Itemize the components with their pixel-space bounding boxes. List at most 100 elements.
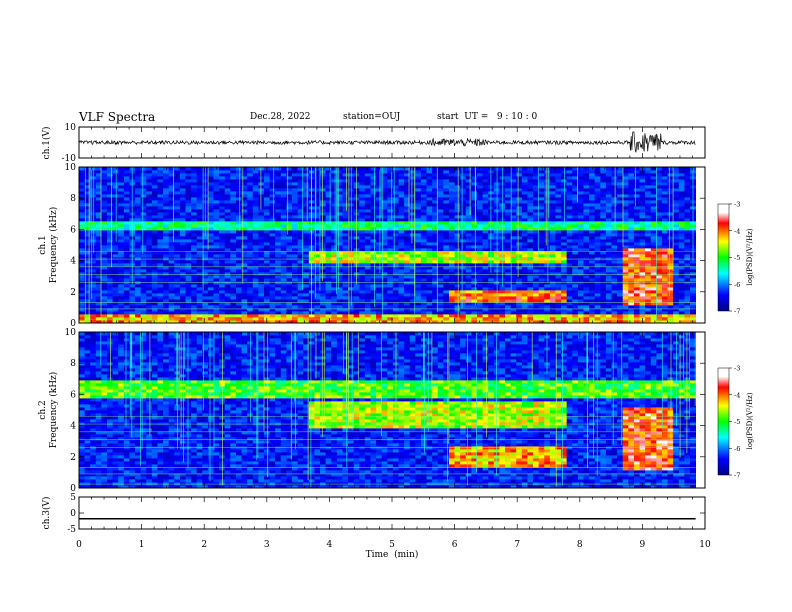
- spectrogram-cell: [185, 269, 192, 273]
- spectrogram-cell: [224, 176, 231, 180]
- spectrogram-cell: [336, 209, 343, 213]
- spectrogram-cell: [263, 191, 270, 195]
- spectrogram-cell: [325, 203, 332, 207]
- spectrogram-cell: [387, 209, 394, 213]
- spectrogram-cell: [157, 221, 164, 225]
- spectrogram-cell: [202, 269, 209, 273]
- spectrogram-cell: [555, 245, 562, 249]
- spectrogram-cell: [157, 194, 164, 198]
- spectrogram-cell: [101, 191, 108, 195]
- spectrogram-cell: [409, 218, 416, 222]
- spectrogram-cell: [174, 236, 181, 240]
- spectrogram-cell: [219, 242, 226, 246]
- spectrogram-cell: [219, 278, 226, 282]
- spectrogram-cell: [476, 314, 483, 318]
- spectrogram-cell: [331, 272, 338, 276]
- spectrogram-cell: [605, 176, 612, 180]
- spectrogram-cell: [589, 254, 596, 258]
- spectrogram-cell: [589, 317, 596, 321]
- spectrogram-cell: [577, 278, 584, 282]
- spectrogram-cell: [292, 308, 299, 312]
- spectrogram-cell: [561, 167, 568, 171]
- spectrogram-cell: [465, 296, 472, 300]
- spectrogram-cell: [600, 284, 607, 288]
- spectrogram-cell: [280, 293, 287, 297]
- spectrogram-cell: [454, 236, 461, 240]
- spectrogram-cell: [572, 200, 579, 204]
- spectrogram-cell: [521, 173, 528, 177]
- spectrogram-cell: [185, 170, 192, 174]
- spectrogram-cell: [392, 272, 399, 276]
- spectrogram-cell: [420, 191, 427, 195]
- spectrogram-cell: [263, 206, 270, 210]
- spectrogram-cell: [101, 314, 108, 318]
- spectrogram-cell: [476, 242, 483, 246]
- spectrogram-cell: [443, 317, 450, 321]
- spectrogram-cell: [549, 179, 556, 183]
- spectrogram-cell: [79, 224, 86, 228]
- spectrogram-cell: [280, 254, 287, 258]
- spectrogram-cell: [342, 230, 349, 234]
- spectrogram-cell: [146, 242, 153, 246]
- spectrogram-cell: [370, 182, 377, 186]
- spectrogram-cell: [533, 233, 540, 237]
- spectrogram-cell: [90, 188, 97, 192]
- spectrogram-cell: [605, 242, 612, 246]
- spectrogram-cell: [415, 266, 422, 270]
- spectrogram-cell: [555, 182, 562, 186]
- spectrogram-cell: [392, 194, 399, 198]
- spectrogram-cell: [140, 302, 147, 306]
- spectrogram-cell: [297, 320, 304, 324]
- spectrogram-cell: [398, 209, 405, 213]
- spectrogram-cell: [555, 275, 562, 279]
- spectrogram-cell: [101, 242, 108, 246]
- spectrogram-cell: [443, 311, 450, 315]
- spectrogram-cell: [275, 248, 282, 252]
- spectrogram-cell: [107, 239, 114, 243]
- spectrogram-cell: [544, 242, 551, 246]
- spectrogram-cell: [280, 314, 287, 318]
- spectrogram-cell: [443, 206, 450, 210]
- spectrogram-cell: [471, 206, 478, 210]
- spectrogram-cell: [129, 293, 136, 297]
- spectrogram-cell: [381, 233, 388, 237]
- spectrogram-cell: [359, 185, 366, 189]
- spectrogram-cell: [409, 287, 416, 291]
- spectrogram-cell: [370, 284, 377, 288]
- spectrogram-cell: [521, 278, 528, 282]
- spectrogram-cell: [426, 206, 433, 210]
- spectrogram-cell: [471, 185, 478, 189]
- spectrogram-cell: [443, 176, 450, 180]
- spectrogram-cell: [292, 221, 299, 225]
- spectrogram-cell: [404, 203, 411, 207]
- spectrogram-cell: [443, 245, 450, 249]
- spectrogram-cell: [404, 242, 411, 246]
- spectrogram-cell: [286, 221, 293, 225]
- spectrogram-cell: [482, 239, 489, 243]
- spectrogram-cell: [342, 272, 349, 276]
- spectrogram-cell: [151, 167, 158, 171]
- spectrogram-cell: [432, 254, 439, 258]
- spectrogram-cell: [163, 188, 170, 192]
- spectrogram-cell: [566, 203, 573, 207]
- spectrogram-cell: [174, 278, 181, 282]
- spectrogram-cell: [84, 233, 91, 237]
- spectrogram-cell: [432, 245, 439, 249]
- spectrogram-cell: [577, 299, 584, 303]
- spectrogram-cell: [107, 191, 114, 195]
- spectrogram-cell: [118, 248, 125, 252]
- spectrogram-cell: [443, 242, 450, 246]
- spectrogram-cell: [561, 263, 568, 267]
- spectrogram-cell: [174, 314, 181, 318]
- spectrogram-cell: [241, 290, 248, 294]
- spectrogram-cell: [387, 314, 394, 318]
- spectrogram-cell: [482, 284, 489, 288]
- spectrogram-cell: [549, 320, 556, 324]
- spectrogram-cell: [207, 305, 214, 309]
- spectrogram-cell: [409, 245, 416, 249]
- spectrogram-cell: [252, 197, 259, 201]
- spectrogram-cell: [286, 308, 293, 312]
- spectrogram-cell: [314, 311, 321, 315]
- spectrogram-cell: [420, 311, 427, 315]
- spectrogram-cell: [320, 299, 327, 303]
